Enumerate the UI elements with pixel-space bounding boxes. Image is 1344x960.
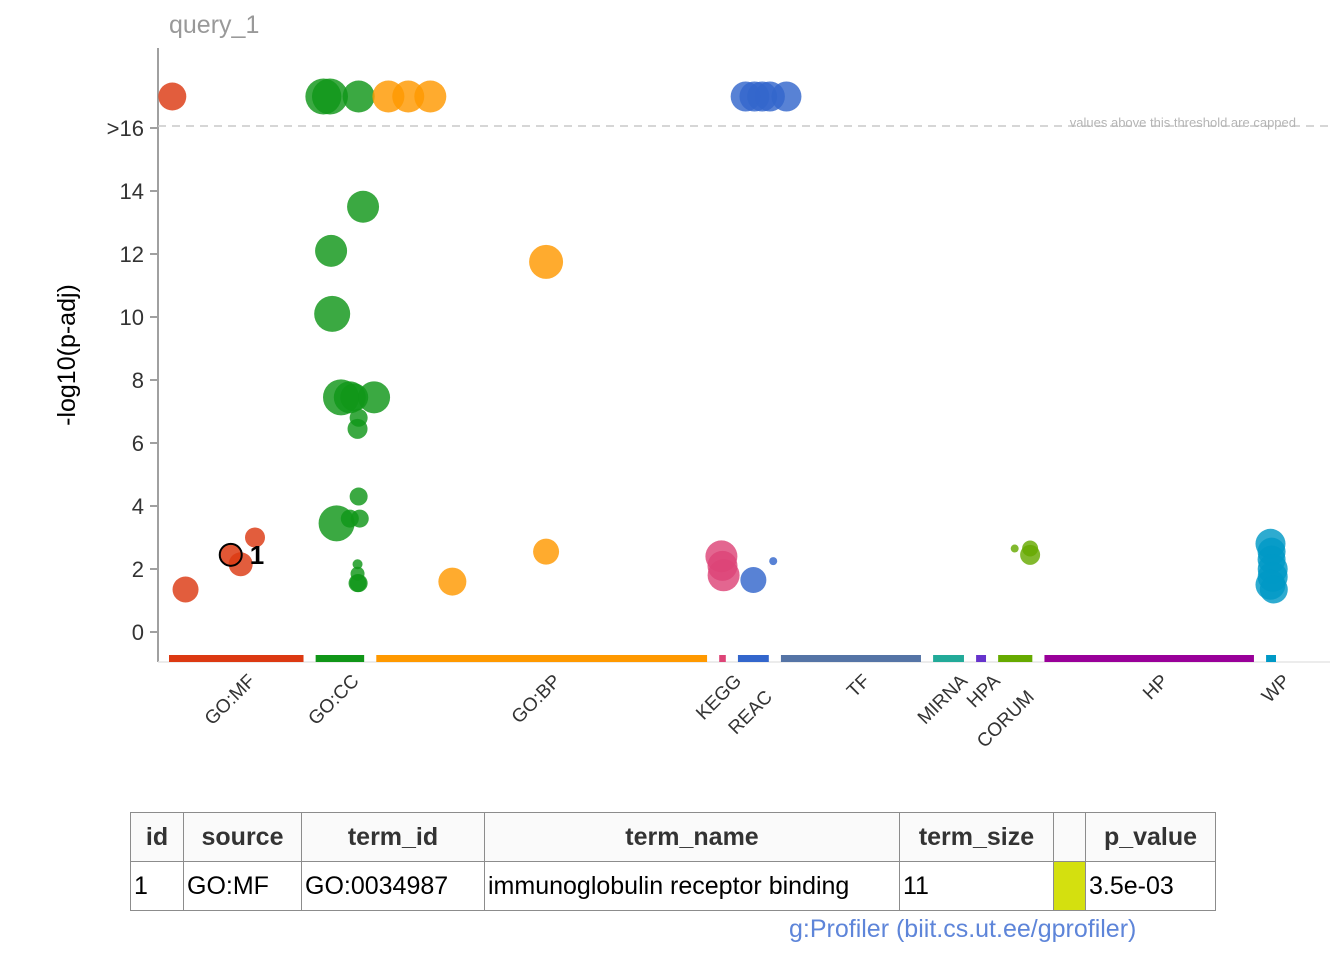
cell-term-name: immunoglobulin receptor binding [484, 861, 900, 911]
y-axis-label: -log10(p-adj) [53, 284, 81, 426]
y-tick-label: 2 [132, 557, 144, 582]
col-header-source: source [183, 812, 302, 862]
data-point[interactable] [172, 576, 199, 603]
col-header-term-name: term_name [484, 812, 900, 862]
data-point[interactable] [158, 82, 187, 111]
y-tick-label: 0 [132, 620, 144, 645]
cell-id: 1 [130, 861, 184, 911]
source-bar-corum [998, 655, 1033, 662]
col-header-id: id [130, 812, 184, 862]
data-points [158, 78, 1288, 604]
table-header-row: id source term_id term_name term_size p_… [130, 812, 1216, 862]
results-table: id source term_id term_name term_size p_… [130, 812, 1216, 911]
col-header-swatch [1053, 812, 1086, 862]
source-bar-go-bp [376, 655, 708, 662]
data-point[interactable] [315, 234, 348, 267]
y-tick-label: 14 [120, 179, 144, 204]
data-point[interactable] [707, 559, 740, 592]
manhattan-plot: query_1 0 2 4 6 8 10 12 14 >16 -log10(p-adj) val… [53, 11, 1330, 752]
data-point[interactable] [311, 78, 348, 115]
y-tick-label: 10 [120, 305, 144, 330]
col-header-term-size: term_size [899, 812, 1054, 862]
y-tick-label: 8 [132, 368, 144, 393]
chart-title: query_1 [169, 11, 259, 39]
x-label-go-cc: GO:CC [305, 671, 364, 730]
data-point[interactable] [350, 509, 369, 528]
table-row: 1 GO:MF GO:0034987 immunoglobulin recept… [130, 861, 1216, 911]
data-point[interactable] [771, 81, 802, 112]
highlighted-point[interactable] [218, 542, 243, 567]
highlight-layer: 1 [218, 540, 264, 570]
y-tick-label: 4 [132, 494, 144, 519]
y-tick-label: 12 [120, 242, 144, 267]
data-point[interactable] [392, 80, 425, 113]
source-bar-go-cc [315, 655, 365, 662]
cell-source: GO:MF [183, 861, 302, 911]
data-point[interactable] [533, 538, 560, 565]
data-point[interactable] [352, 559, 363, 570]
source-bar-hp [1044, 655, 1254, 662]
data-point[interactable] [1259, 575, 1288, 604]
source-bar-hpa [976, 655, 987, 662]
col-header-term-id: term_id [301, 812, 485, 862]
x-label-hp: HP [1139, 671, 1173, 705]
data-point[interactable] [769, 557, 778, 566]
source-bar-reac [737, 655, 769, 662]
x-label-go-mf: GO:MF [201, 671, 260, 730]
data-point[interactable] [414, 80, 447, 113]
source-bars [169, 655, 1276, 662]
x-label-hpa: HPA [963, 670, 1005, 712]
col-header-p-value: p_value [1085, 812, 1216, 862]
y-tick-label: 6 [132, 431, 144, 456]
data-point[interactable] [348, 574, 367, 593]
data-point[interactable] [438, 567, 467, 596]
data-point[interactable] [245, 527, 266, 548]
source-bar-tf [780, 655, 921, 662]
source-bar-go-mf [169, 655, 304, 662]
cell-term-id: GO:0034987 [301, 861, 485, 911]
data-point[interactable] [349, 487, 368, 506]
data-point[interactable] [358, 381, 391, 414]
x-label-mirna: MIRNA [914, 670, 972, 728]
data-point[interactable] [347, 418, 368, 439]
source-bar-kegg [719, 655, 726, 662]
cell-p-value-color-swatch [1053, 861, 1086, 911]
data-point[interactable] [529, 244, 564, 279]
cell-p-value: 3.5e-03 [1085, 861, 1216, 911]
source-bar-mirna [933, 655, 964, 662]
highlighted-point-label: 1 [250, 540, 264, 570]
data-point[interactable] [342, 80, 375, 113]
x-label-wp: WP [1258, 671, 1294, 707]
y-tick-label: >16 [107, 116, 144, 141]
gprofiler-link[interactable]: g:Profiler (biit.cs.ut.ee/gprofiler) [789, 915, 1137, 943]
x-label-go-bp: GO:BP [508, 671, 565, 728]
cell-term-size: 11 [899, 861, 1054, 911]
x-label-tf: TF [843, 671, 874, 702]
cap-threshold-note: values above this threshold are capped [1070, 115, 1296, 130]
data-point[interactable] [1010, 544, 1019, 553]
source-bar-wp [1266, 655, 1276, 662]
data-point[interactable] [740, 567, 767, 594]
data-point[interactable] [314, 295, 351, 332]
data-point[interactable] [347, 190, 380, 223]
data-point[interactable] [1020, 544, 1041, 565]
